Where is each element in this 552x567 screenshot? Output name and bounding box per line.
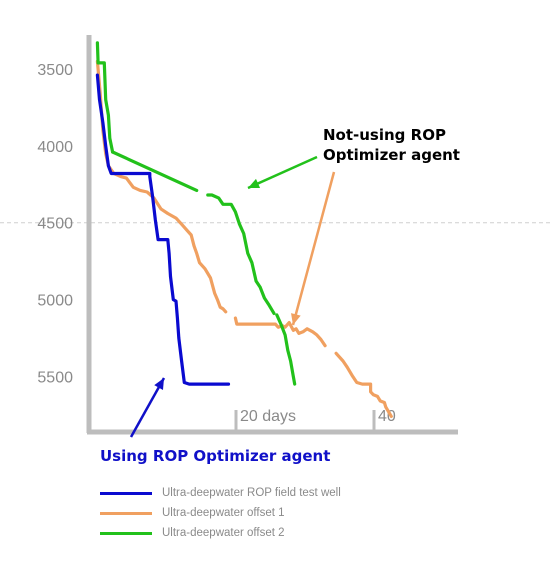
series-line-3 <box>110 150 199 192</box>
series-lines <box>95 41 393 418</box>
x-tick-label: 20 days <box>240 408 296 425</box>
arrow-to-offset-2 <box>247 155 318 190</box>
annotation-arrows <box>129 155 336 438</box>
annotation-using: Using ROP Optimizer agent <box>100 447 330 465</box>
y-tick-label: 5500 <box>37 369 73 386</box>
legend-label: Ultra-deepwater offset 1 <box>162 507 285 519</box>
series-line-3 <box>206 193 276 315</box>
y-tick-label: 4000 <box>37 139 73 156</box>
legend-swatch-green <box>100 531 152 535</box>
y-tick-labels: 3500 4000 4500 5000 5500 <box>37 62 73 386</box>
legend-swatch-blue <box>100 491 152 495</box>
series-line-3 <box>95 41 115 154</box>
series-line-1 <box>95 73 231 386</box>
arrow-to-field-test <box>129 377 166 438</box>
legend-item-offset-2: Ultra-deepwater offset 2 <box>100 523 341 543</box>
legend-label: Ultra-deepwater offset 2 <box>162 527 285 539</box>
series-line-2 <box>233 316 327 348</box>
series-line-2 <box>95 59 228 314</box>
y-tick-label: 5000 <box>37 293 73 310</box>
annotation-not-using-line2: Optimizer agent <box>323 146 460 164</box>
annotation-not-using-line1: Not-using ROP <box>323 126 446 144</box>
x-ticks: 20 days 40 <box>234 408 396 432</box>
legend-item-field-test: Ultra-deepwater ROP field test well <box>100 483 341 503</box>
arrow-to-offset-1 <box>291 171 336 326</box>
y-tick-label: 4500 <box>37 216 73 233</box>
legend-item-offset-1: Ultra-deepwater offset 1 <box>100 503 341 523</box>
legend: Ultra-deepwater ROP field test well Ultr… <box>100 483 341 543</box>
legend-swatch-orange <box>100 511 152 515</box>
x-tick-label: 40 <box>378 408 396 425</box>
legend-label: Ultra-deepwater ROP field test well <box>162 487 341 499</box>
series-line-2 <box>334 351 393 418</box>
y-tick-label: 3500 <box>37 62 73 79</box>
series-line-3 <box>275 313 297 386</box>
